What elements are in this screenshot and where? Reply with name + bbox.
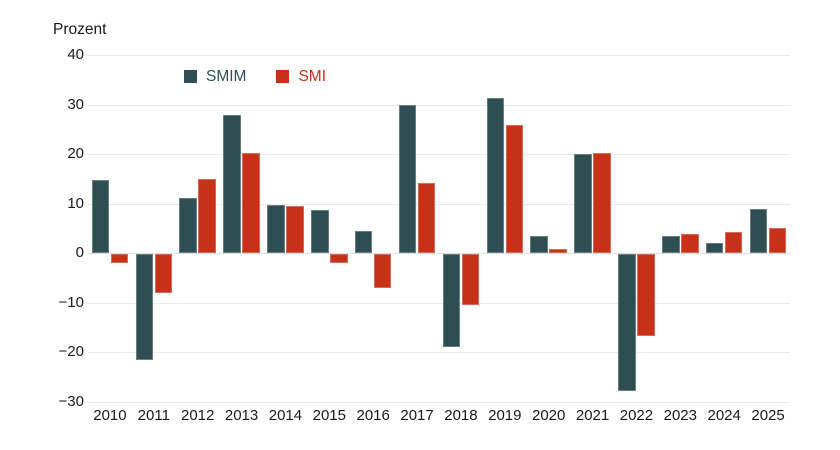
bar-smi-2022 bbox=[637, 254, 655, 337]
x-tick-2015: 2015 bbox=[312, 407, 346, 424]
bar-smi-2014 bbox=[286, 206, 304, 254]
bar-smim-2010 bbox=[91, 180, 110, 254]
x-tick-2016: 2016 bbox=[356, 407, 390, 424]
x-tick-2025: 2025 bbox=[751, 407, 785, 424]
y-tick-40: 40 bbox=[67, 46, 84, 63]
legend: SMIM SMI bbox=[184, 69, 326, 84]
x-tick-2023: 2023 bbox=[663, 407, 697, 424]
zero-baseline bbox=[88, 253, 790, 255]
gridline-10 bbox=[88, 203, 790, 205]
bar-smi-2024 bbox=[724, 232, 743, 254]
bar-smim-2023 bbox=[662, 235, 680, 254]
bar-smim-2024 bbox=[705, 242, 724, 254]
x-tick-2024: 2024 bbox=[707, 407, 741, 424]
y-tick-20: 20 bbox=[67, 145, 84, 163]
gridline-20 bbox=[88, 154, 790, 156]
gridline--20 bbox=[88, 352, 790, 354]
x-tick-2021: 2021 bbox=[575, 407, 610, 424]
legend-item-smim: SMIM bbox=[184, 69, 246, 84]
legend-label-smi: SMI bbox=[298, 68, 327, 85]
y-tick-10: 10 bbox=[67, 194, 84, 212]
x-tick-2019: 2019 bbox=[488, 407, 522, 424]
bar-smim-2020 bbox=[530, 236, 548, 254]
y-tick-30: 30 bbox=[67, 95, 84, 113]
bar-smim-2014 bbox=[267, 204, 285, 254]
y-axis-title: Prozent bbox=[53, 21, 107, 38]
bar-smi-2021 bbox=[593, 152, 611, 254]
bar-smi-2013 bbox=[242, 153, 260, 254]
bar-smi-2018 bbox=[461, 254, 480, 305]
x-tick-2014: 2014 bbox=[268, 407, 303, 424]
bar-smim-2025 bbox=[749, 208, 768, 254]
y-tick--30: −30 bbox=[58, 393, 84, 410]
bar-smi-2012 bbox=[198, 179, 216, 254]
x-tick-2018: 2018 bbox=[444, 407, 478, 424]
bar-smim-2019 bbox=[486, 97, 505, 254]
legend-swatch-smim bbox=[184, 70, 197, 83]
bar-smi-2019 bbox=[505, 124, 524, 254]
bar-smim-2017 bbox=[398, 105, 417, 254]
gridline-40 bbox=[88, 55, 790, 56]
x-tick-2011: 2011 bbox=[137, 407, 170, 424]
bar-smi-2011 bbox=[154, 254, 173, 293]
bar-smi-2015 bbox=[330, 254, 348, 264]
x-tick-2020: 2020 bbox=[532, 407, 566, 424]
bar-smim-2021 bbox=[574, 153, 592, 254]
bar-smim-2011 bbox=[135, 254, 154, 361]
bar-smi-2025 bbox=[768, 228, 787, 254]
bar-smim-2018 bbox=[442, 254, 461, 347]
plot-area bbox=[88, 55, 790, 403]
legend-item-smi: SMI bbox=[276, 69, 326, 84]
legend-label-smim: SMIM bbox=[206, 68, 247, 85]
x-tick-2022: 2022 bbox=[619, 407, 654, 424]
bar-smi-2016 bbox=[373, 254, 392, 288]
x-tick-2013: 2013 bbox=[224, 407, 259, 424]
bar-smi-2017 bbox=[417, 183, 436, 254]
gridline-30 bbox=[88, 104, 790, 106]
bar-smi-2020 bbox=[549, 249, 567, 254]
bar-smim-2016 bbox=[354, 230, 373, 254]
bar-smim-2013 bbox=[223, 115, 241, 254]
y-tick--10: −10 bbox=[58, 293, 84, 311]
bar-smi-2010 bbox=[110, 254, 129, 263]
x-tick-2010: 2010 bbox=[93, 407, 127, 424]
bar-smim-2022 bbox=[618, 254, 636, 392]
gridline--10 bbox=[88, 302, 790, 304]
bar-smim-2015 bbox=[311, 209, 329, 254]
legend-swatch-smi bbox=[276, 70, 290, 83]
x-tick-2017: 2017 bbox=[400, 407, 434, 424]
y-tick--20: −20 bbox=[58, 343, 84, 361]
x-tick-2012: 2012 bbox=[181, 407, 215, 424]
gridline--30 bbox=[88, 402, 790, 403]
bar-smi-2023 bbox=[681, 234, 699, 254]
y-tick-0: 0 bbox=[75, 244, 84, 262]
bar-smim-2012 bbox=[179, 197, 197, 254]
